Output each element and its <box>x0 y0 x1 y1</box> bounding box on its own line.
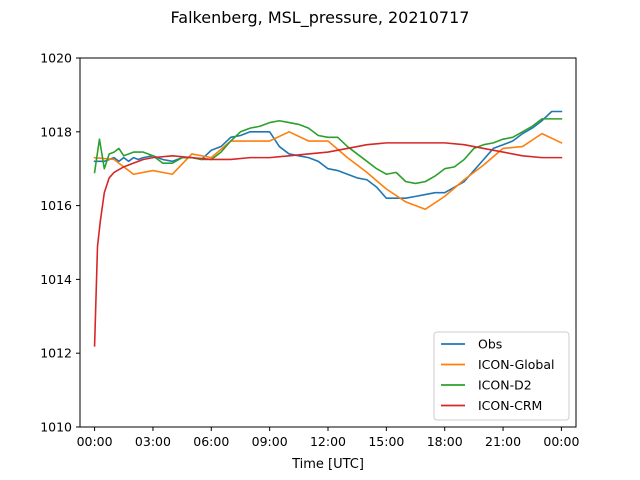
y-tick-label: 1020 <box>40 51 72 66</box>
series-line-icon-global <box>93 131 563 211</box>
x-tick-label: 03:00 <box>135 434 171 449</box>
legend-label: ICON-Global <box>478 357 554 372</box>
chart-title: Falkenberg, MSL_pressure, 20210717 <box>171 8 470 28</box>
legend-box <box>433 331 570 421</box>
legend: Obs ICON-Global ICON-D2 ICON-CRM <box>433 331 570 421</box>
series-line-icon-d2 <box>93 118 563 185</box>
x-tick-label: 15:00 <box>368 434 404 449</box>
y-tick-label: 1016 <box>40 198 72 213</box>
series-line-icon-crm <box>93 142 563 347</box>
x-tick-label: 21:00 <box>485 434 521 449</box>
series-line-obs <box>93 110 563 200</box>
x-tick-label: 12:00 <box>310 434 346 449</box>
y-tick-label: 1018 <box>40 124 72 139</box>
x-tick-label: 09:00 <box>252 434 288 449</box>
x-axis: 00:00 03:00 06:00 09:00 12:00 15:00 18:00 21:00… <box>77 427 579 449</box>
x-tick-label: 00:00 <box>543 434 579 449</box>
x-tick-label: 18:00 <box>427 434 463 449</box>
series-layer <box>93 110 563 347</box>
x-tick-label: 00:00 <box>77 434 113 449</box>
y-tick-label: 1010 <box>40 420 72 435</box>
y-tick-label: 1012 <box>40 346 72 361</box>
x-tick-label: 06:00 <box>193 434 229 449</box>
y-axis: 1010 1012 1014 1016 1018 1020 <box>40 51 80 435</box>
legend-label: Obs <box>478 337 502 352</box>
legend-label: ICON-D2 <box>478 378 532 393</box>
x-axis-label: Time [UTC] <box>291 457 364 472</box>
y-tick-label: 1014 <box>40 272 72 287</box>
legend-label: ICON-CRM <box>478 398 542 413</box>
